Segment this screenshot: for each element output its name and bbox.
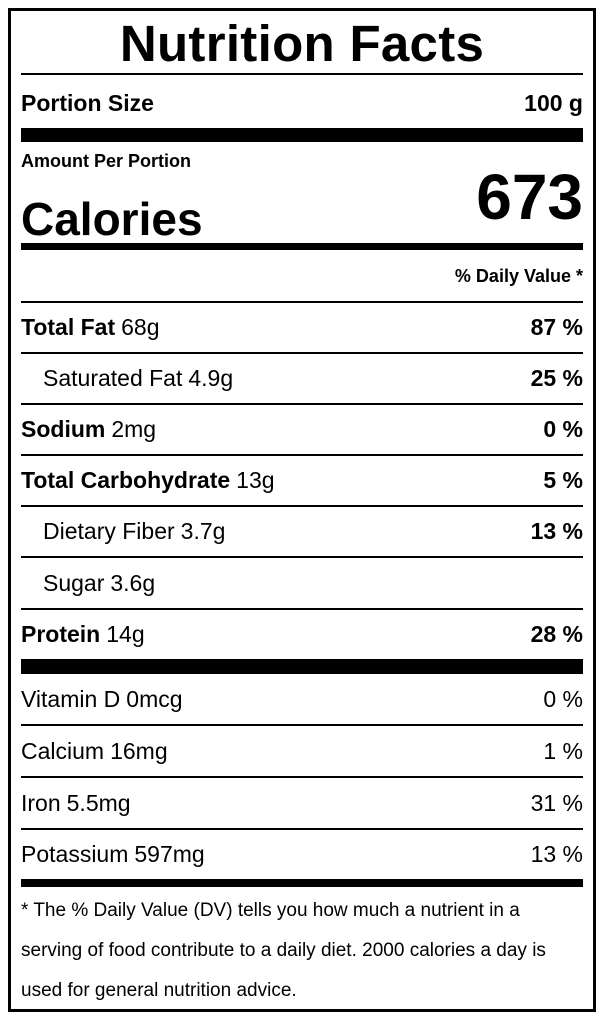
nutrient-daily-value: 87 % [530, 314, 583, 340]
divider [21, 301, 583, 303]
nutrient-daily-value: 13 % [530, 518, 583, 544]
nutrient-daily-value: 5 % [543, 467, 583, 493]
nutrient-daily-value: 0 % [543, 416, 583, 442]
divider [21, 776, 583, 778]
vitamin-daily-value: 31 % [530, 789, 583, 816]
vitamin-row-potassium: Potassium 597mg 13 % [21, 830, 583, 879]
nutrient-row-sugar: Sugar 3.6g [21, 558, 583, 608]
vitamin-daily-value: 1 % [543, 737, 583, 764]
nutrient-amount: 13g [236, 467, 275, 493]
vitamin-row-vitamin-d: Vitamin D 0mcg 0 % [21, 674, 583, 724]
vitamin-name: Calcium [21, 737, 105, 764]
nutrient-row-sodium: Sodium 2mg 0 % [21, 405, 583, 454]
medium-divider [21, 243, 583, 250]
vitamin-name: Iron [21, 789, 61, 816]
vitamin-name: Potassium [21, 841, 129, 867]
divider [21, 556, 583, 558]
vitamin-name: Vitamin D [21, 685, 121, 712]
nutrient-amount: 68g [121, 314, 160, 340]
nutrient-name: Total Fat [21, 314, 116, 340]
portion-size-label: Portion Size [21, 89, 154, 116]
nutrient-row-saturated-fat: Saturated Fat 4.9g 25 % [21, 354, 583, 403]
divider [21, 352, 583, 354]
divider [21, 454, 583, 456]
divider [21, 828, 583, 830]
amount-per-portion-label: Amount Per Portion [21, 151, 191, 171]
nutrient-name: Sodium [21, 416, 106, 442]
nutrient-daily-value: 25 % [530, 365, 583, 391]
vitamin-daily-value: 0 % [543, 685, 583, 712]
nutrient-name: Sugar [43, 569, 105, 596]
nutrient-amount: 3.7g [180, 518, 226, 544]
nutrient-amount: 4.9g [188, 365, 234, 391]
nutrient-amount: 14g [106, 621, 145, 647]
calories-label: Calories [21, 193, 203, 245]
vitamin-amount: 5.5mg [66, 789, 131, 816]
nutrient-name: Total Carbohydrate [21, 467, 231, 493]
medium-divider [21, 879, 583, 887]
vitamin-row-calcium: Calcium 16mg 1 % [21, 726, 583, 776]
nutrition-facts-panel: Nutrition Facts Portion Size 100 g Amoun… [8, 8, 596, 1012]
nutrient-name: Dietary Fiber [43, 518, 175, 544]
divider [21, 73, 583, 75]
nutrient-row-total-fat: Total Fat 68g 87 % [21, 303, 583, 352]
vitamin-amount: 16mg [110, 737, 168, 764]
daily-value-footnote: * The % Daily Value (DV) tells you how m… [21, 900, 546, 1001]
nutrient-daily-value: 28 % [530, 621, 583, 647]
thick-divider [21, 128, 583, 142]
nutrient-row-total-carbohydrate: Total Carbohydrate 13g 5 % [21, 456, 583, 505]
vitamin-amount: 597mg [134, 841, 205, 867]
page-title: Nutrition Facts [119, 15, 485, 72]
vitamin-amount: 0mcg [126, 685, 183, 712]
vitamin-row-iron: Iron 5.5mg 31 % [21, 778, 583, 828]
nutrient-name: Saturated Fat [43, 365, 183, 391]
nutrient-name: Protein [21, 621, 101, 647]
nutrient-row-dietary-fiber: Dietary Fiber 3.7g 13 % [21, 507, 583, 556]
divider [21, 403, 583, 405]
portion-size-value: 100 g [524, 89, 583, 116]
divider [21, 505, 583, 507]
divider [21, 724, 583, 726]
vitamin-daily-value: 13 % [530, 841, 583, 867]
daily-value-header: % Daily Value * [454, 266, 583, 286]
thick-divider [21, 659, 583, 674]
calories-value: 673 [476, 161, 583, 233]
nutrient-row-protein: Protein 14g 28 % [21, 610, 583, 659]
nutrient-amount: 3.6g [110, 569, 156, 596]
nutrient-amount: 2mg [111, 416, 157, 442]
divider [21, 608, 583, 610]
portion-size-row: Portion Size 100 g [21, 79, 583, 127]
